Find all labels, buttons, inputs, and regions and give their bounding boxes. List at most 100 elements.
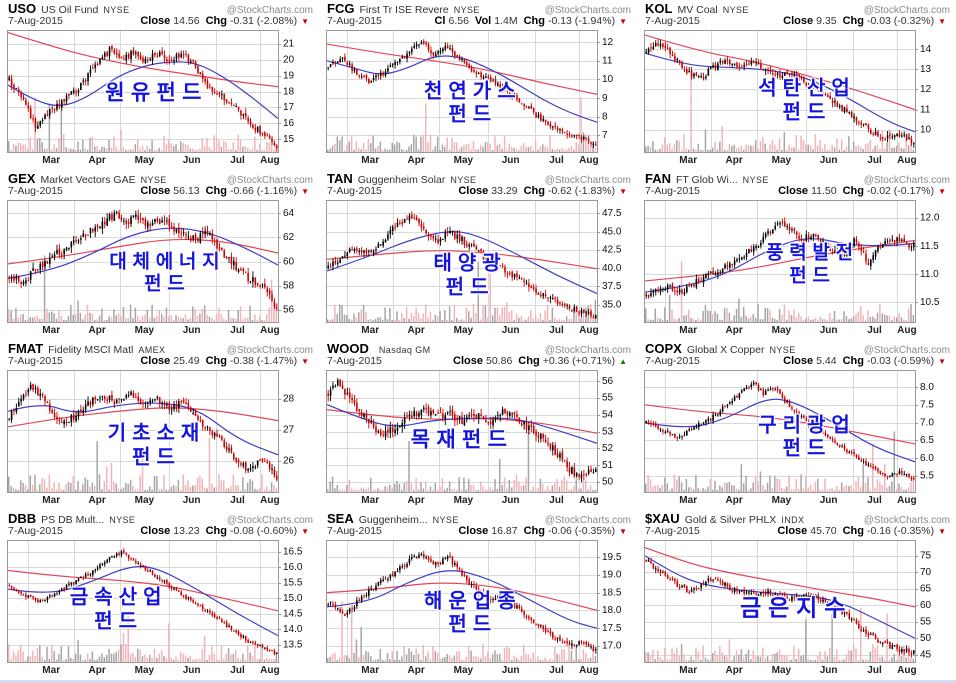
down-arrow-icon: ▼ <box>938 187 946 196</box>
ticker-symbol[interactable]: TAN <box>327 171 353 185</box>
chart-plot-area: 대체에너지 펀드 <box>0 200 318 340</box>
quote-label: Close <box>783 355 814 367</box>
price-chart-canvas <box>0 200 318 340</box>
annotation-line: 금속산업 <box>69 586 168 609</box>
chart-plot-area: 석탄산업 펀드 <box>637 30 955 170</box>
stockcharts-watermark[interactable]: @StockCharts.com <box>863 515 950 525</box>
quote-line: Close 50.86 Chg +0.36 (+0.71%) ▲ <box>447 355 627 367</box>
fund-name: Gold & Silver PHLX <box>684 514 777 525</box>
ticker-symbol[interactable]: KOL <box>645 1 673 15</box>
quote-label: Chg <box>518 355 540 367</box>
annotation-line: 펀드 <box>132 446 181 469</box>
ticker-symbol[interactable]: WOOD <box>327 341 369 355</box>
stockcharts-watermark[interactable]: @StockCharts.com <box>544 515 631 525</box>
korean-annotation: 석탄산업 펀드 <box>758 78 856 125</box>
quote-row: 7-Aug-2015 Close 13.23 Chg -0.08 (-0.60%) ▼ <box>0 525 319 540</box>
quote-label: Chg <box>842 15 864 27</box>
quote-label: Cl <box>434 15 446 27</box>
quote-value: 56.13 <box>173 185 200 197</box>
quote-label: Close <box>783 15 814 27</box>
fund-name: Market Vectors GAE <box>40 174 136 185</box>
stockcharts-watermark[interactable]: @StockCharts.com <box>226 515 313 525</box>
stockcharts-watermark[interactable]: @StockCharts.com <box>226 175 313 185</box>
stockcharts-watermark[interactable]: @StockCharts.com <box>226 345 313 355</box>
quote-value: -0.16 (-0.35%) <box>866 525 935 537</box>
quote-label: Chg <box>523 15 545 27</box>
stockcharts-watermark[interactable]: @StockCharts.com <box>863 175 950 185</box>
quote-line: Close 25.49 Chg -0.38 (-1.47%) ▼ <box>134 355 309 367</box>
quote-value: -0.08 (-0.60%) <box>229 525 298 537</box>
chart-header: COPX Global X Copper NYSE @StockCharts.c… <box>637 341 956 355</box>
fund-name: US Oil Fund <box>41 4 99 15</box>
quote-value: -0.03 (-0.32%) <box>866 15 935 27</box>
quote-line: Close 56.13 Chg -0.66 (-1.16%) ▼ <box>134 185 309 197</box>
stockcharts-watermark[interactable]: @StockCharts.com <box>863 345 950 355</box>
quote-row: 7-Aug-2015 Close 25.49 Chg -0.38 (-1.47%) ▼ <box>0 355 319 370</box>
chart-panel: $XAU Gold & Silver PHLX INDX @StockChart… <box>637 510 956 680</box>
chart-panel: FCG First Tr ISE Revere NYSE @StockChart… <box>319 0 637 170</box>
price-chart-canvas <box>0 30 318 170</box>
chart-panel: WOOD Nasdaq GM @StockCharts.com 7-Aug-20… <box>319 340 637 510</box>
quote-label: Close <box>777 525 808 537</box>
quote-value: -0.66 (-1.16%) <box>229 185 298 197</box>
annotation-line: 목재펀드 <box>410 428 514 452</box>
chart-date: 7-Aug-2015 <box>8 15 63 27</box>
stockcharts-watermark[interactable]: @StockCharts.com <box>544 345 631 355</box>
quote-label: Chg <box>523 185 545 197</box>
exchange-label: Nasdaq GM <box>378 345 431 355</box>
quote-label: Close <box>453 355 484 367</box>
quote-line: Close 33.29 Chg -0.62 (-1.83%) ▼ <box>452 185 627 197</box>
quote-line: Close 9.35 Chg -0.03 (-0.32%) ▼ <box>777 15 946 27</box>
annotation-line: 펀드 <box>448 103 498 126</box>
chart-header: DBB PS DB Mult... NYSE @StockCharts.com <box>0 511 319 525</box>
quote-label: Close <box>140 355 171 367</box>
chart-header: $XAU Gold & Silver PHLX INDX @StockChart… <box>637 511 956 525</box>
annotation-line: 대체에너지 <box>109 251 226 273</box>
price-chart-canvas <box>319 370 637 510</box>
fund-name: Fidelity MSCI Matl <box>48 344 134 355</box>
chart-header: FAN FT Glob Wi... NYSE @StockCharts.com <box>637 171 956 185</box>
price-chart-canvas <box>319 30 637 170</box>
stockcharts-watermark[interactable]: @StockCharts.com <box>544 175 631 185</box>
quote-line: Cl 6.56 Vol 1.4M Chg -0.13 (-1.94%) ▼ <box>428 15 627 27</box>
chart-header: FCG First Tr ISE Revere NYSE @StockChart… <box>319 1 637 15</box>
ticker-symbol[interactable]: FCG <box>327 1 355 15</box>
quote-value: -0.03 (-0.59%) <box>866 355 935 367</box>
stockcharts-watermark[interactable]: @StockCharts.com <box>863 5 950 15</box>
exchange-label: NYSE <box>432 515 459 525</box>
ticker-symbol[interactable]: SEA <box>327 511 354 525</box>
price-chart-canvas <box>319 540 637 680</box>
quote-label: Close <box>140 15 171 27</box>
ticker-symbol[interactable]: $XAU <box>645 511 680 525</box>
chart-date: 7-Aug-2015 <box>8 185 63 197</box>
chart-panel: KOL MV Coal NYSE @StockCharts.com 7-Aug-… <box>637 0 956 170</box>
quote-label: Close <box>458 185 489 197</box>
fund-name: Guggenheim... <box>358 514 428 525</box>
price-chart-canvas <box>0 370 318 510</box>
ticker-symbol[interactable]: FAN <box>645 171 671 185</box>
ticker-symbol[interactable]: USO <box>8 1 37 15</box>
fund-name: Global X Copper <box>686 344 765 355</box>
fund-name: First Tr ISE Revere <box>359 4 449 15</box>
quote-label: Close <box>458 525 489 537</box>
chart-header: KOL MV Coal NYSE @StockCharts.com <box>637 1 956 15</box>
ticker-symbol[interactable]: GEX <box>8 171 36 185</box>
chart-plot-area: 금은지수 <box>637 540 955 680</box>
down-arrow-icon: ▼ <box>301 17 309 26</box>
down-arrow-icon: ▼ <box>938 17 946 26</box>
chart-date: 7-Aug-2015 <box>8 355 63 367</box>
quote-line: Close 45.70 Chg -0.16 (-0.35%) ▼ <box>771 525 946 537</box>
ticker-symbol[interactable]: FMAT <box>8 341 44 355</box>
quote-value: -0.31 (-2.08%) <box>229 15 298 27</box>
stockcharts-watermark[interactable]: @StockCharts.com <box>226 5 313 15</box>
price-chart-canvas <box>0 540 318 680</box>
chart-date: 7-Aug-2015 <box>645 525 700 537</box>
quote-value: 9.35 <box>816 15 837 27</box>
ticker-symbol[interactable]: COPX <box>645 341 682 355</box>
chart-panel: SEA Guggenheim... NYSE @StockCharts.com … <box>319 510 637 680</box>
quote-value: -0.02 (-0.17%) <box>866 185 935 197</box>
ticker-symbol[interactable]: DBB <box>8 511 37 525</box>
chart-panel: GEX Market Vectors GAE NYSE @StockCharts… <box>0 170 319 340</box>
quote-value: 25.49 <box>173 355 200 367</box>
stockcharts-watermark[interactable]: @StockCharts.com <box>544 5 631 15</box>
